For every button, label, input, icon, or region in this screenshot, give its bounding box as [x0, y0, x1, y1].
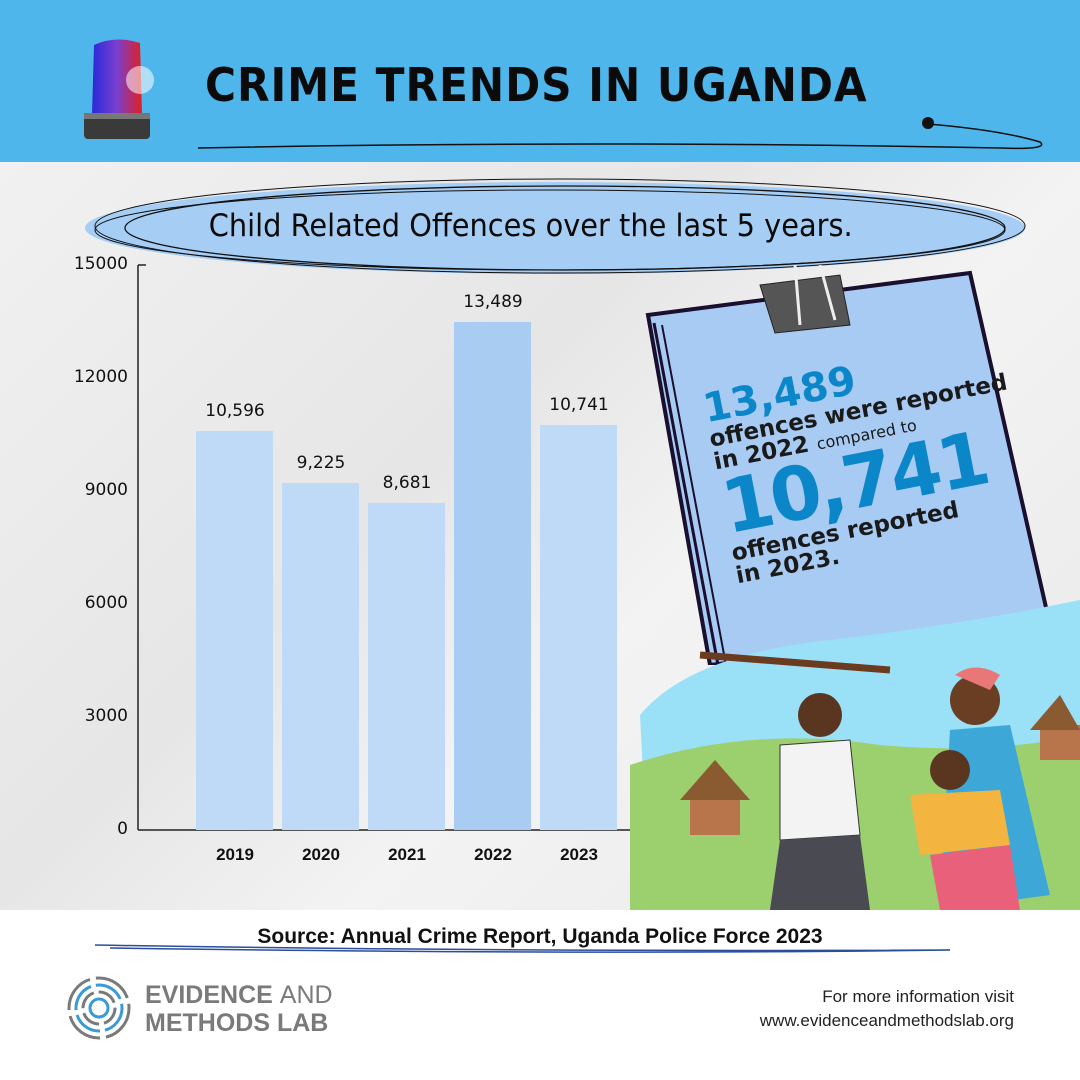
logo-word: AND — [279, 981, 333, 1009]
decorative-line — [197, 117, 1043, 150]
header-banner: CRIME TRENDS IN UGANDA — [0, 0, 1080, 162]
bar-2021 — [368, 503, 445, 830]
bar-2023 — [540, 425, 617, 830]
y-tick-label: 3000 — [84, 706, 128, 726]
bar-2019 — [196, 430, 273, 830]
y-tick-label: 15000 — [73, 254, 128, 274]
hut-icon — [1030, 695, 1080, 760]
y-tick-label: 0 — [117, 819, 128, 839]
source-underline — [94, 944, 951, 953]
child-figure — [910, 750, 1020, 910]
website-link[interactable]: www.evidenceandmethodslab.org — [759, 1010, 1014, 1030]
bar-2020 — [282, 482, 359, 830]
subtitle-ellipse — [85, 178, 1026, 274]
y-tick-label: 12000 — [73, 367, 128, 387]
x-tick-label: 2023 — [560, 845, 598, 864]
bar-2022 — [454, 321, 531, 830]
info-label: For more information visit — [822, 987, 1014, 1006]
brand-logo-text: EVIDENCE AND METHODS LAB — [145, 981, 333, 1037]
hut-icon — [680, 760, 750, 835]
illustration-family-conflict — [630, 600, 1080, 910]
fingerprint-logo-icon — [67, 976, 131, 1040]
data-label: 9,225 — [296, 452, 346, 473]
x-tick-label: 2020 — [302, 845, 340, 864]
chart-title: Child Related Offences over the last 5 y… — [208, 208, 853, 244]
page-title: CRIME TRENDS IN UGANDA — [205, 58, 868, 112]
x-tick-label: 2021 — [388, 845, 426, 864]
source-citation: Source: Annual Crime Report, Uganda Poli… — [257, 925, 823, 948]
data-label: 13,489 — [463, 291, 523, 312]
data-label: 8,681 — [382, 473, 432, 494]
police-siren-icon — [84, 39, 154, 139]
x-tick-label: 2022 — [474, 845, 512, 864]
data-label: 10,741 — [549, 395, 609, 416]
contact-info: For more information visit www.evidencea… — [760, 985, 1014, 1033]
logo-word: METHODS LAB — [145, 1008, 329, 1037]
y-tick-label: 9000 — [84, 480, 128, 500]
data-label: 10,596 — [205, 400, 265, 421]
x-tick-label: 2019 — [216, 845, 254, 864]
man-figure — [770, 693, 870, 910]
binder-clip-icon — [759, 265, 851, 334]
y-tick-label: 6000 — [84, 593, 128, 613]
logo-word: EVIDENCE — [145, 981, 273, 1009]
